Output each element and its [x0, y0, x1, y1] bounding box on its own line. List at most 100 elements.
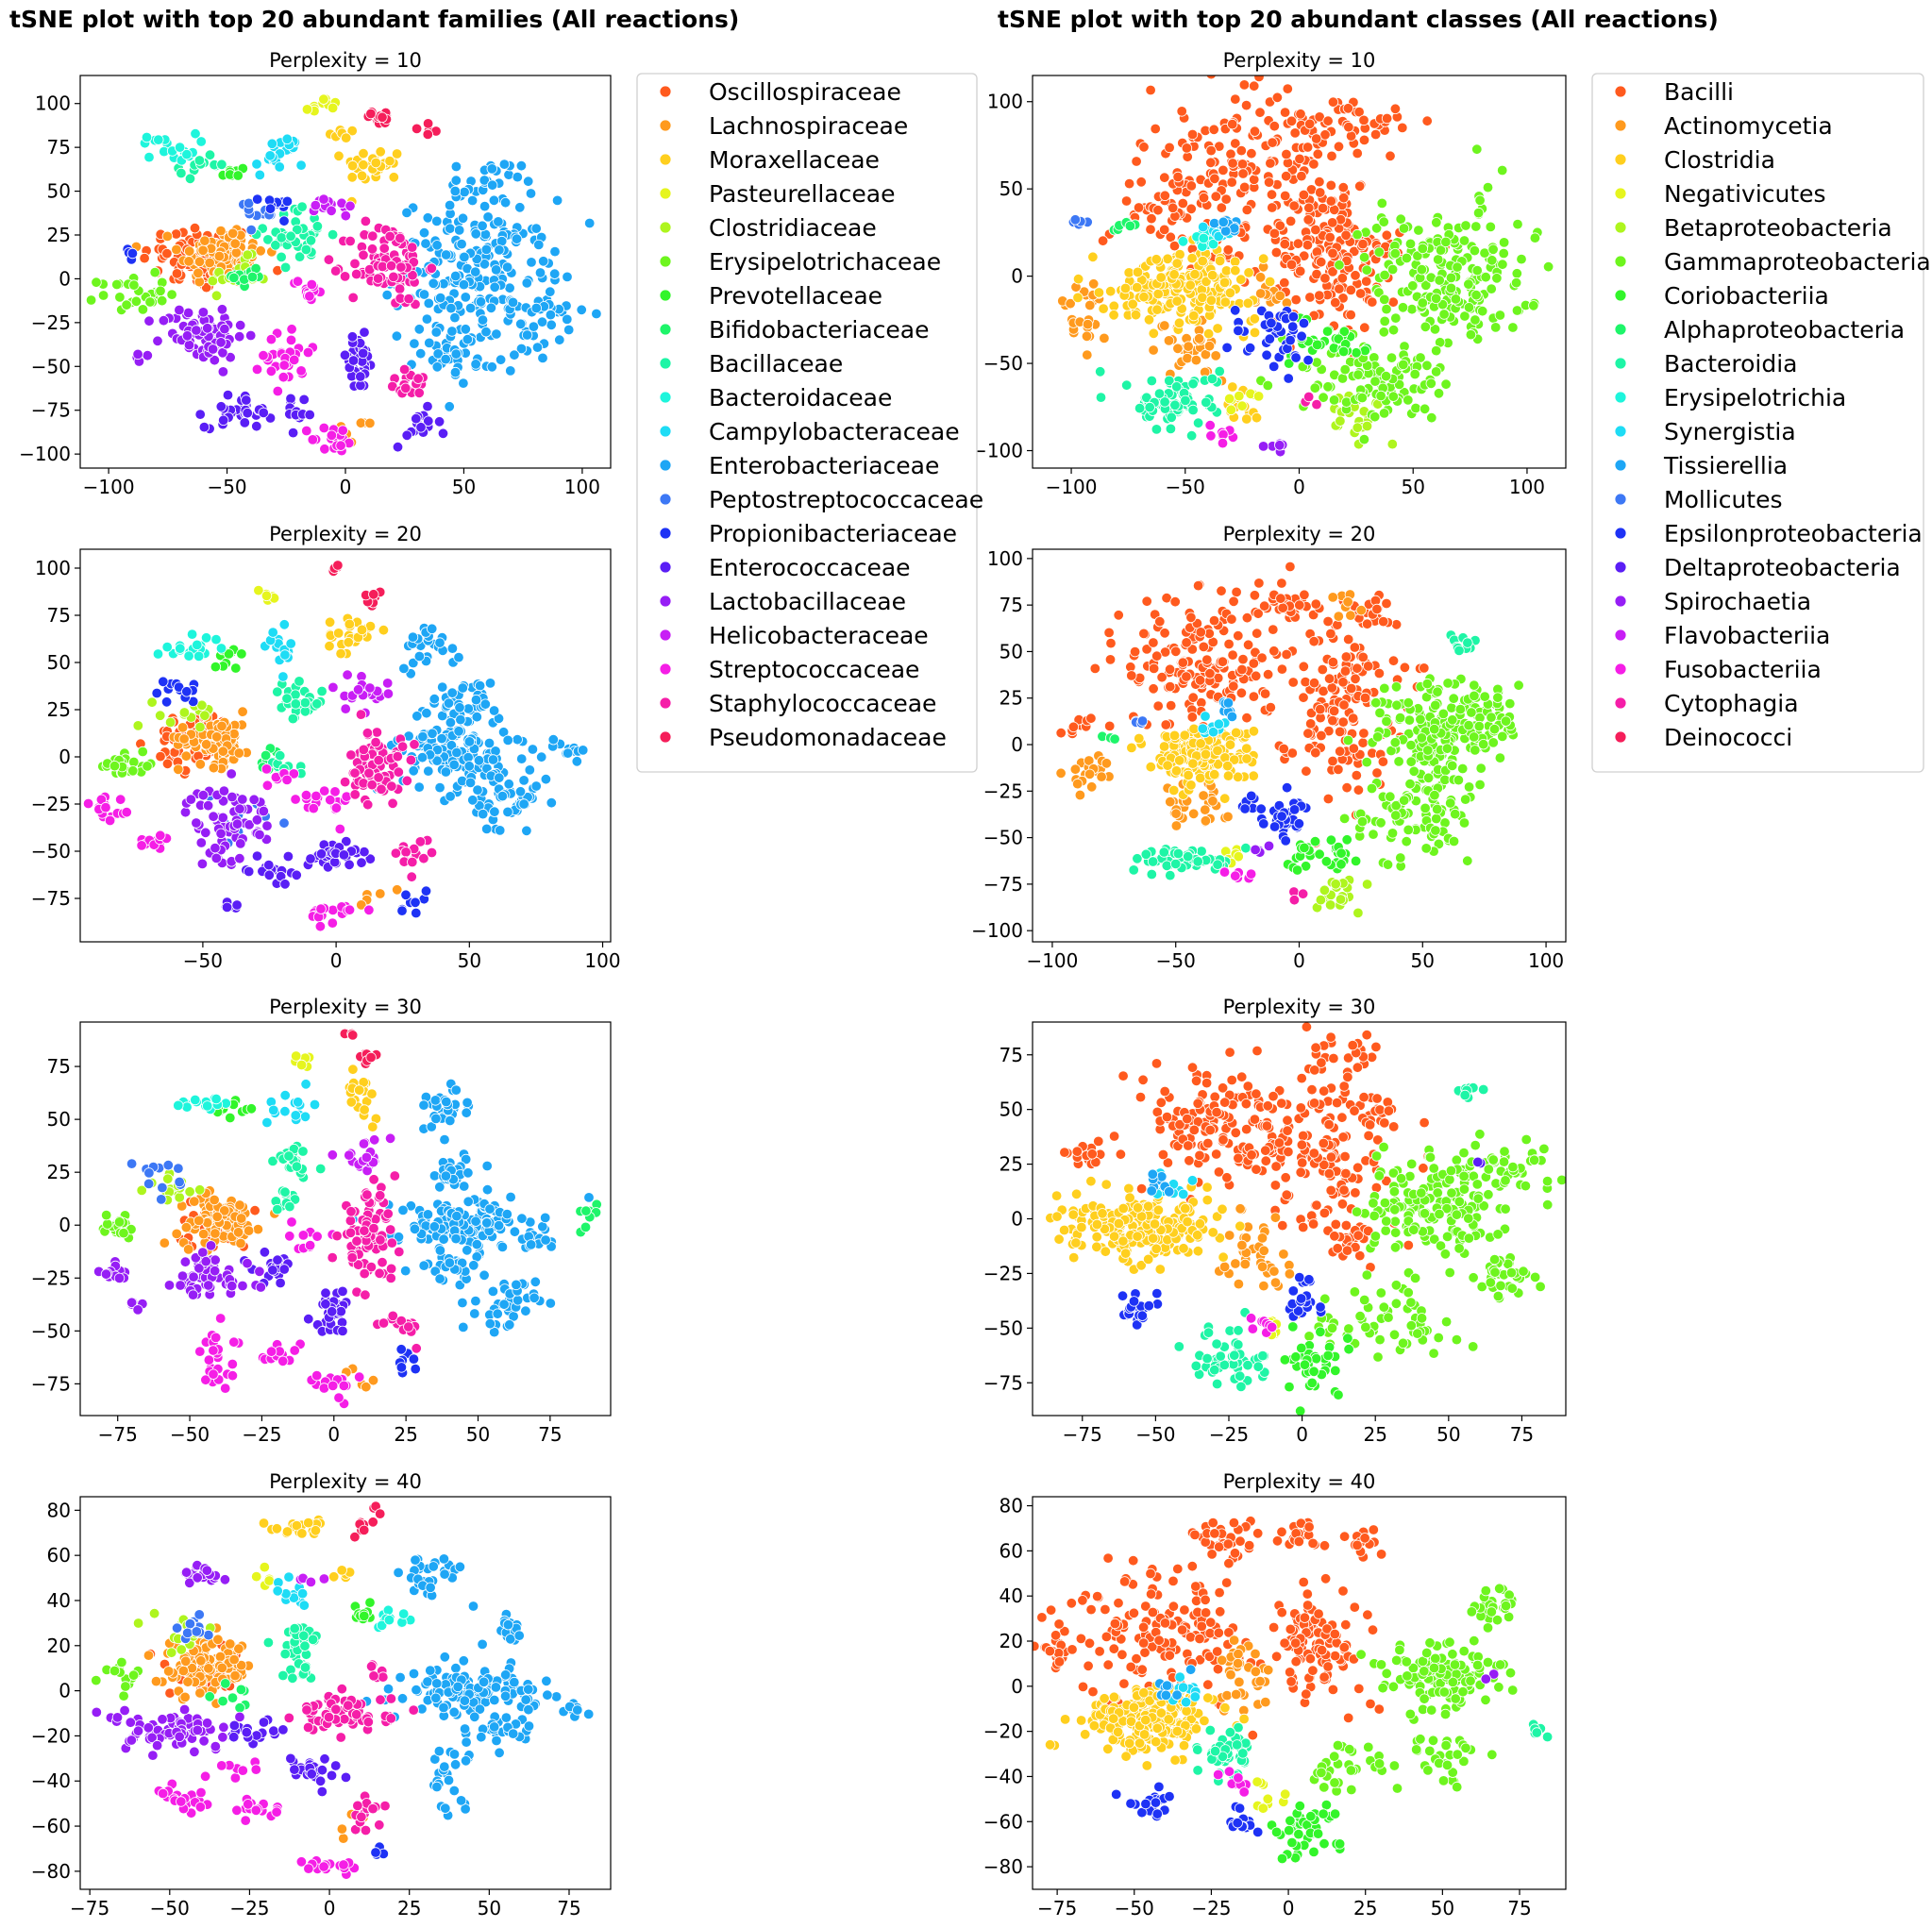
data-point [449, 311, 461, 324]
data-point [301, 104, 313, 115]
data-point [1361, 420, 1373, 432]
data-point [175, 643, 186, 654]
y-tick-label: 0 [59, 1214, 71, 1236]
data-point [284, 1200, 295, 1213]
data-point [158, 676, 169, 688]
data-point [97, 290, 109, 301]
data-point [234, 1702, 245, 1714]
data-point [210, 1093, 222, 1105]
data-point [528, 321, 540, 332]
data-point [301, 1704, 312, 1716]
data-point [289, 1345, 300, 1356]
data-point [525, 188, 537, 199]
data-point [515, 159, 528, 172]
data-point [366, 243, 378, 255]
data-point [1529, 232, 1541, 243]
data-point [359, 1524, 370, 1536]
data-point [1262, 379, 1274, 392]
data-point [300, 1079, 311, 1090]
data-point [199, 710, 210, 721]
data-point [369, 1134, 380, 1146]
data-point [545, 1298, 557, 1309]
data-point [1485, 221, 1497, 233]
data-point [1065, 298, 1076, 310]
data-point [229, 238, 241, 249]
data-point [192, 639, 203, 651]
data-point [439, 1761, 450, 1772]
data-point [1438, 309, 1450, 320]
data-point [340, 703, 351, 714]
data-point [514, 202, 526, 213]
data-point [408, 657, 419, 669]
data-point [1168, 240, 1181, 252]
x-tick-label: 50 [478, 1897, 501, 1920]
data-point [1212, 323, 1223, 334]
data-point [1241, 413, 1252, 425]
data-point [202, 800, 214, 812]
data-point [1173, 317, 1185, 329]
data-point [217, 812, 228, 824]
data-point [251, 850, 263, 862]
data-point [358, 347, 369, 360]
data-point [563, 324, 575, 336]
data-point [240, 1815, 251, 1826]
data-point [1218, 164, 1229, 176]
data-point [530, 780, 542, 792]
data-point [431, 240, 443, 251]
data-point [197, 244, 209, 257]
data-point [220, 1678, 231, 1689]
data-point [1351, 347, 1362, 359]
data-point [1387, 325, 1400, 336]
data-point [244, 865, 255, 878]
data-point [318, 93, 329, 105]
data-point [195, 1786, 207, 1799]
data-point [270, 240, 281, 251]
data-point [1084, 299, 1096, 311]
data-point [1131, 156, 1142, 167]
data-point [1319, 129, 1331, 141]
data-point [1249, 126, 1261, 137]
data-point [337, 1285, 348, 1298]
data-point [508, 1728, 519, 1739]
y-tick-label: 75 [47, 604, 71, 627]
data-point [454, 702, 465, 713]
data-point [384, 230, 395, 243]
data-point [400, 1265, 412, 1277]
data-point [200, 1374, 211, 1385]
data-point [311, 1231, 323, 1242]
data-point [231, 1804, 243, 1817]
data-point [1274, 220, 1286, 231]
data-point [478, 1676, 490, 1688]
data-point [234, 320, 246, 331]
data-point [345, 749, 357, 761]
data-point [193, 1215, 205, 1227]
data-point [261, 1116, 273, 1129]
data-point [500, 1712, 512, 1723]
data-point [407, 631, 419, 643]
data-point [1325, 179, 1337, 192]
y-tick-label: −75 [31, 399, 71, 422]
data-point [387, 797, 398, 810]
y-tick-label: 0 [59, 746, 71, 768]
data-point [171, 268, 183, 279]
data-point [431, 755, 443, 766]
data-point [476, 1731, 487, 1743]
data-point [1315, 257, 1327, 268]
data-point [406, 871, 417, 882]
data-point [391, 330, 403, 342]
x-tick-label: 100 [584, 949, 620, 972]
data-point [338, 1380, 350, 1392]
data-point [157, 1787, 169, 1800]
data-point [314, 1775, 327, 1787]
y-tick-label: −25 [31, 793, 71, 815]
data-point [218, 785, 230, 796]
data-point [542, 1689, 553, 1701]
data-point [208, 811, 219, 822]
data-point [277, 1724, 289, 1735]
data-point [344, 1215, 357, 1227]
data-point [181, 686, 193, 697]
data-point [483, 737, 496, 749]
data-point [193, 1609, 205, 1620]
data-point [464, 302, 477, 314]
data-point [1227, 158, 1238, 169]
